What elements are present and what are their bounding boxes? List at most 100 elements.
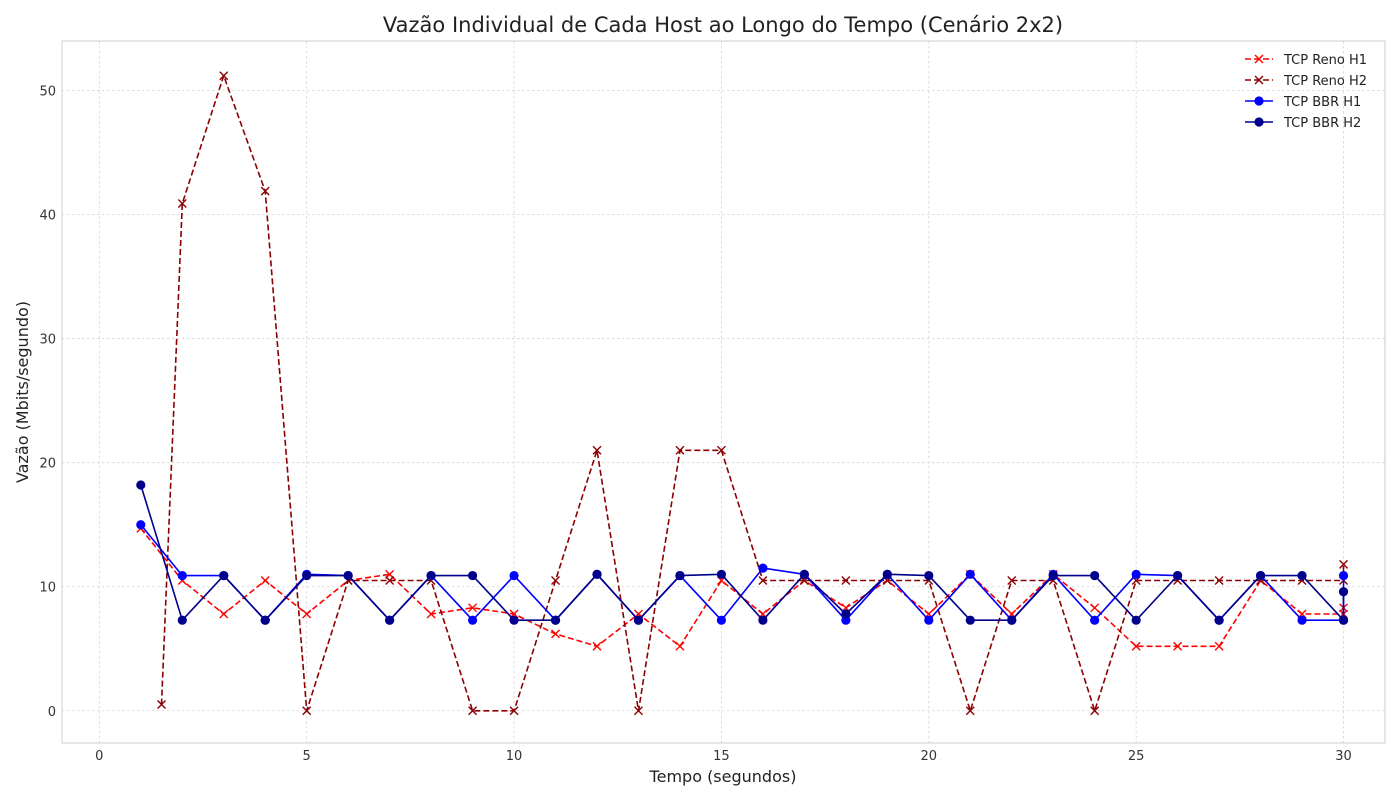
data-point-tcp-reno-h2 xyxy=(716,445,726,455)
data-point-tcp-reno-h2-stroke xyxy=(1214,576,1224,586)
y-tick-label: 20 xyxy=(39,457,56,472)
data-point-tcp-reno-h2 xyxy=(177,198,187,208)
data-point-tcp-reno-h2 xyxy=(385,576,395,586)
data-point-tcp-reno-h1-stroke xyxy=(219,609,229,619)
data-point-tcp-reno-h2 xyxy=(675,445,685,455)
data-point-tcp-reno-h1-stroke xyxy=(1173,641,1183,651)
data-point-tcp-reno-h1-stroke xyxy=(426,609,436,619)
data-point-tcp-bbr-h2 xyxy=(136,480,146,490)
data-point-tcp-bbr-h2 xyxy=(924,570,934,581)
data-point-tcp-reno-h2-stroke xyxy=(1007,576,1017,586)
data-point-tcp-reno-h1-stroke xyxy=(1090,603,1100,613)
data-point-tcp-reno-h2 xyxy=(260,186,270,196)
data-point-tcp-bbr-h1 xyxy=(177,570,187,581)
x-tick-label: 0 xyxy=(95,749,103,764)
series-layer xyxy=(136,71,1349,716)
y-tick-label: 50 xyxy=(39,85,56,100)
data-point-tcp-reno-h2-stroke xyxy=(302,706,312,716)
data-point-tcp-reno-h1 xyxy=(1090,603,1100,613)
data-point-tcp-reno-h2-stroke xyxy=(592,445,602,455)
data-point-tcp-reno-h2-stroke xyxy=(675,445,685,455)
data-point-tcp-reno-h2 xyxy=(592,445,602,455)
data-point-tcp-bbr-h2 xyxy=(1297,570,1307,581)
data-point-tcp-bbr-h2 xyxy=(1048,570,1058,581)
x-tick-label: 25 xyxy=(1128,749,1145,764)
data-point-tcp-reno-h2 xyxy=(551,576,561,586)
data-point-tcp-bbr-h2 xyxy=(260,615,270,625)
data-point-tcp-reno-h1 xyxy=(426,609,436,619)
data-point-tcp-bbr-h2 xyxy=(550,615,561,625)
data-point-tcp-reno-h1-stroke xyxy=(675,641,685,651)
data-point-tcp-reno-h2-stroke xyxy=(1090,706,1100,716)
legend-marker-tcp-reno-h2 xyxy=(1254,75,1264,85)
legend-label-tcp-bbr-h1: TCP BBR H1 xyxy=(1283,95,1361,110)
data-point-tcp-bbr-h2 xyxy=(1173,570,1183,581)
legend: TCP Reno H1 TCP Reno H2 TCP BBR H1 TCP BBR … xyxy=(1245,53,1367,131)
data-point-tcp-reno-h1 xyxy=(675,641,685,651)
data-point-tcp-bbr-h1 xyxy=(136,520,146,530)
data-point-tcp-bbr-h2 xyxy=(799,569,809,579)
data-point-tcp-reno-h2-stroke xyxy=(468,706,478,716)
data-point-tcp-bbr-h2 xyxy=(1007,615,1017,625)
data-point-tcp-bbr-h1 xyxy=(716,615,727,625)
data-point-tcp-reno-h2-stroke xyxy=(758,576,768,586)
data-point-tcp-reno-h2-stroke xyxy=(716,445,726,455)
legend-marker-tcp-reno-h1 xyxy=(1254,54,1264,64)
data-point-tcp-bbr-h1 xyxy=(1090,615,1100,625)
legend-marker-tcp-reno-h1-stroke xyxy=(1254,54,1264,64)
data-point-tcp-reno-h1-stroke xyxy=(302,609,312,619)
grid xyxy=(62,41,1385,743)
data-point-tcp-reno-h1-stroke xyxy=(1131,641,1141,651)
data-point-tcp-reno-h2-stroke xyxy=(633,706,643,716)
chart-title: Vazão Individual de Cada Host ao Longo d… xyxy=(383,13,1063,37)
data-point-tcp-reno-h1 xyxy=(219,609,229,619)
data-point-tcp-reno-h2 xyxy=(633,706,643,716)
data-point-tcp-reno-h2-stroke xyxy=(385,576,395,586)
data-point-tcp-bbr-h2 xyxy=(633,615,644,625)
data-point-tcp-bbr-h1 xyxy=(965,569,975,579)
y-tick-label: 0 xyxy=(48,705,56,720)
plot-area xyxy=(62,41,1385,743)
x-tick-label: 10 xyxy=(506,749,523,764)
legend-label-tcp-reno-h1: TCP Reno H1 xyxy=(1283,53,1367,68)
data-point-tcp-bbr-h2 xyxy=(426,570,436,581)
data-point-tcp-bbr-h1 xyxy=(924,615,934,625)
data-point-tcp-reno-h2 xyxy=(758,576,768,586)
legend-marker-tcp-bbr-h1 xyxy=(1254,96,1264,106)
data-point-tcp-bbr-h2 xyxy=(592,569,602,579)
data-point-tcp-reno-h2 xyxy=(1214,576,1224,586)
data-point-tcp-bbr-h1 xyxy=(509,570,519,581)
data-point-tcp-bbr-h1 xyxy=(1338,570,1349,581)
data-point-tcp-reno-h2-stroke xyxy=(509,706,519,716)
y-tick-label: 10 xyxy=(39,581,56,596)
data-point-tcp-bbr-h2 xyxy=(841,609,851,619)
y-axis-label: Vazão (Mbits/segundo) xyxy=(13,301,32,483)
data-point-tcp-bbr-h2 xyxy=(302,570,312,581)
data-point-tcp-reno-h2-stroke xyxy=(965,706,975,716)
data-point-tcp-reno-h2-stroke xyxy=(157,700,167,710)
x-axis-label: Tempo (segundos) xyxy=(649,767,797,786)
data-point-tcp-bbr-h2 xyxy=(385,615,395,625)
data-point-tcp-reno-h2-stroke xyxy=(177,198,187,208)
data-point-tcp-bbr-h2 xyxy=(1338,615,1349,625)
data-point-tcp-reno-h1 xyxy=(260,576,270,586)
data-point-tcp-bbr-h2 xyxy=(882,569,892,579)
data-point-tcp-reno-h1 xyxy=(592,641,602,651)
data-point-tcp-bbr-h1 xyxy=(467,615,478,625)
data-point-tcp-bbr-h2 xyxy=(716,569,727,579)
plot-frame xyxy=(61,40,1386,744)
data-point-tcp-reno-h1-stroke xyxy=(260,576,270,586)
data-point-tcp-bbr-h2 xyxy=(965,615,975,625)
data-point-tcp-bbr-h2 xyxy=(1338,587,1349,597)
data-point-tcp-reno-h2-stroke xyxy=(841,576,851,586)
data-point-tcp-bbr-h2 xyxy=(1255,570,1266,581)
data-point-tcp-reno-h2-stroke xyxy=(219,71,229,81)
data-point-tcp-reno-h2 xyxy=(468,706,478,716)
data-point-tcp-reno-h1 xyxy=(1173,641,1183,651)
y-tick-label: 40 xyxy=(39,209,56,224)
data-point-tcp-reno-h1-stroke xyxy=(1214,641,1224,651)
data-point-tcp-bbr-h2 xyxy=(1131,615,1141,625)
data-point-tcp-bbr-h2 xyxy=(675,570,685,581)
data-point-tcp-reno-h2 xyxy=(157,700,167,710)
data-point-tcp-bbr-h1 xyxy=(1131,569,1141,579)
